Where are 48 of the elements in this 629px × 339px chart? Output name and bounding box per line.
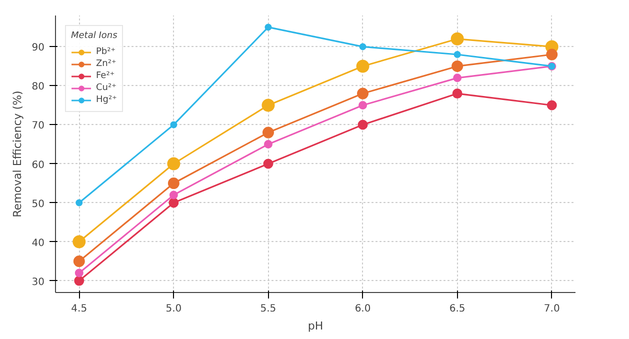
point (357, 88, 369, 100)
y-tick-label: 90 (32, 42, 45, 54)
x-axis-title: pH (308, 320, 324, 332)
point (168, 198, 179, 208)
y-tick-label: 70 (32, 120, 45, 132)
y-tick-label: 80 (32, 82, 45, 93)
point (356, 60, 370, 73)
legend-label: Zn²⁺ (96, 58, 116, 70)
point (546, 48, 558, 60)
y-tick-label: 60 (32, 160, 45, 171)
x-tick-label: 6.0 (354, 304, 371, 314)
legend-label: Hg²⁺ (96, 94, 117, 106)
point (170, 121, 178, 128)
x-tick-label: 4.5 (71, 304, 88, 314)
point (73, 256, 85, 268)
point (262, 126, 274, 138)
point (264, 24, 272, 31)
point (168, 178, 180, 189)
y-axis-title: Removal Efficiency (%) (10, 90, 24, 218)
y-tick-label: 50 (32, 198, 45, 210)
point (74, 268, 84, 278)
x-tick-label: 5.5 (260, 304, 276, 314)
point (359, 43, 366, 50)
y-tick-label: 30 (32, 276, 45, 288)
point (72, 235, 86, 248)
point (452, 88, 462, 99)
point (264, 140, 272, 148)
y-tick-label: 40 (32, 238, 45, 249)
point (546, 100, 557, 110)
point (167, 157, 180, 170)
point (454, 51, 461, 58)
point (450, 32, 464, 46)
point (74, 276, 84, 286)
legend-label: Fe²⁺ (96, 70, 116, 82)
point (169, 190, 178, 200)
point (76, 199, 83, 206)
point (358, 120, 368, 130)
x-tick-label: 7.0 (544, 304, 560, 314)
legend-title: Metal Ions (71, 31, 118, 41)
point (262, 98, 275, 112)
point (358, 100, 368, 110)
point (453, 74, 462, 82)
point (452, 60, 464, 72)
x-tick-label: 5.0 (166, 304, 182, 314)
legend-label: Pb²⁺ (96, 46, 116, 58)
legend-label: Cu²⁺ (96, 82, 116, 94)
point (263, 158, 274, 169)
x-tick-label: 6.5 (449, 304, 466, 314)
